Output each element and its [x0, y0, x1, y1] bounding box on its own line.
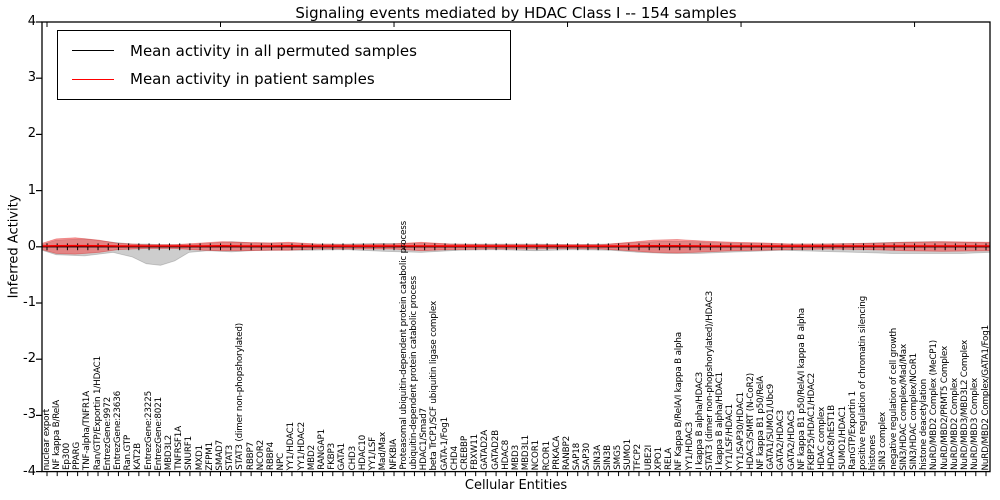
x-tick-label: GATA-1/Fog1 [439, 416, 450, 471]
x-tick-label: RBBP7 [245, 442, 256, 471]
x-tick-label: SAP30 [582, 442, 593, 471]
legend-line-black [72, 50, 114, 52]
legend-line-red [72, 78, 114, 80]
y-tick-label: 2 [27, 126, 36, 142]
legend-item-patient: Mean activity in patient samples [58, 70, 510, 88]
y-tick-label: -2 [23, 351, 36, 367]
x-tick-label: KAT2B [133, 443, 144, 471]
x-tick-label: beta TrCP1/SCF ubiquitin ligase complex [429, 300, 440, 471]
x-tick-label: Mad/Max [378, 431, 389, 471]
legend-label-patient: Mean activity in patient samples [130, 70, 375, 89]
x-tick-label: nuclear export [41, 408, 52, 471]
x-tick-label: GATAD2B [490, 430, 501, 471]
x-tick-label: STAT3 (dimer non-phopshorylated) [235, 323, 246, 471]
x-tick-label: SIN3 complex [878, 412, 889, 471]
x-tick-label: MXD1 [194, 444, 205, 471]
y-tick-label: -1 [23, 295, 36, 310]
x-tick-label: YY1/HDAC1 [286, 421, 297, 471]
chart-title: Signaling events mediated by HDAC Class … [295, 4, 737, 22]
y-tick-label: 3 [27, 70, 36, 86]
x-tick-label: negative regulation of cell growth [888, 328, 899, 471]
x-tick-label: GATAD2A [480, 430, 491, 471]
x-tick-label: EntrezGene:23225 [143, 391, 154, 471]
x-tick-label: NCOR1 [531, 439, 542, 471]
y-tick-label: -3 [23, 407, 36, 423]
x-tick-label: HDAC8/hEST1B [827, 404, 838, 471]
x-tick-label: RCOR1 [541, 440, 552, 471]
legend-item-permuted: Mean activity in all permuted samples [58, 42, 510, 60]
x-tick-label: NuRD/MBD2 Complex/GATA1/Fog1 [980, 324, 991, 471]
x-tick-label: TNF-alpha/TNFR1A [82, 391, 93, 471]
x-tick-label: NuRD/MBD2 Complex (MeCP1) [929, 340, 940, 471]
x-tick-label: SIN3A [592, 444, 603, 471]
x-tick-label: GATA2/HDAC5 [786, 410, 797, 471]
x-tick-label: SUMO1/HDAC1 [837, 406, 848, 471]
band-permuted [41, 238, 991, 266]
x-tick-label: NFKBIA [388, 439, 399, 471]
legend: Mean activity in all permuted samples Me… [57, 30, 511, 100]
x-tick-label: SNURF1 [184, 435, 195, 471]
x-tick-label: YY1/HDAC2 [296, 421, 307, 471]
x-tick-label: NuRD/MBD3 Complex [970, 378, 981, 471]
x-tick-label: TFCP2 [633, 443, 644, 471]
y-tick-label: 1 [27, 182, 36, 198]
y-tick-label: 4 [27, 14, 36, 29]
legend-label-permuted: Mean activity in all permuted samples [130, 41, 417, 60]
x-tick-label: YY1/LSF/HDAC1 [725, 404, 736, 471]
x-tick-label: NF Kappa B/RelA/I kappa B alpha [674, 331, 685, 471]
x-tick-label: Ran/GTP/Exportin 1/HDAC1 [92, 355, 103, 471]
x-tick-label: GATA1 [337, 442, 348, 471]
x-tick-label: YY1/HDAC3 [684, 421, 695, 471]
y-tick-label: -4 [23, 463, 36, 479]
x-tick-label: GATA2/HDAC3 [776, 410, 787, 471]
y-tick-label: 0 [27, 238, 36, 254]
x-axis-title: Cellular Entities [464, 478, 568, 493]
x-tick-label: YY1/SAP30/HDAC1 [735, 391, 746, 471]
